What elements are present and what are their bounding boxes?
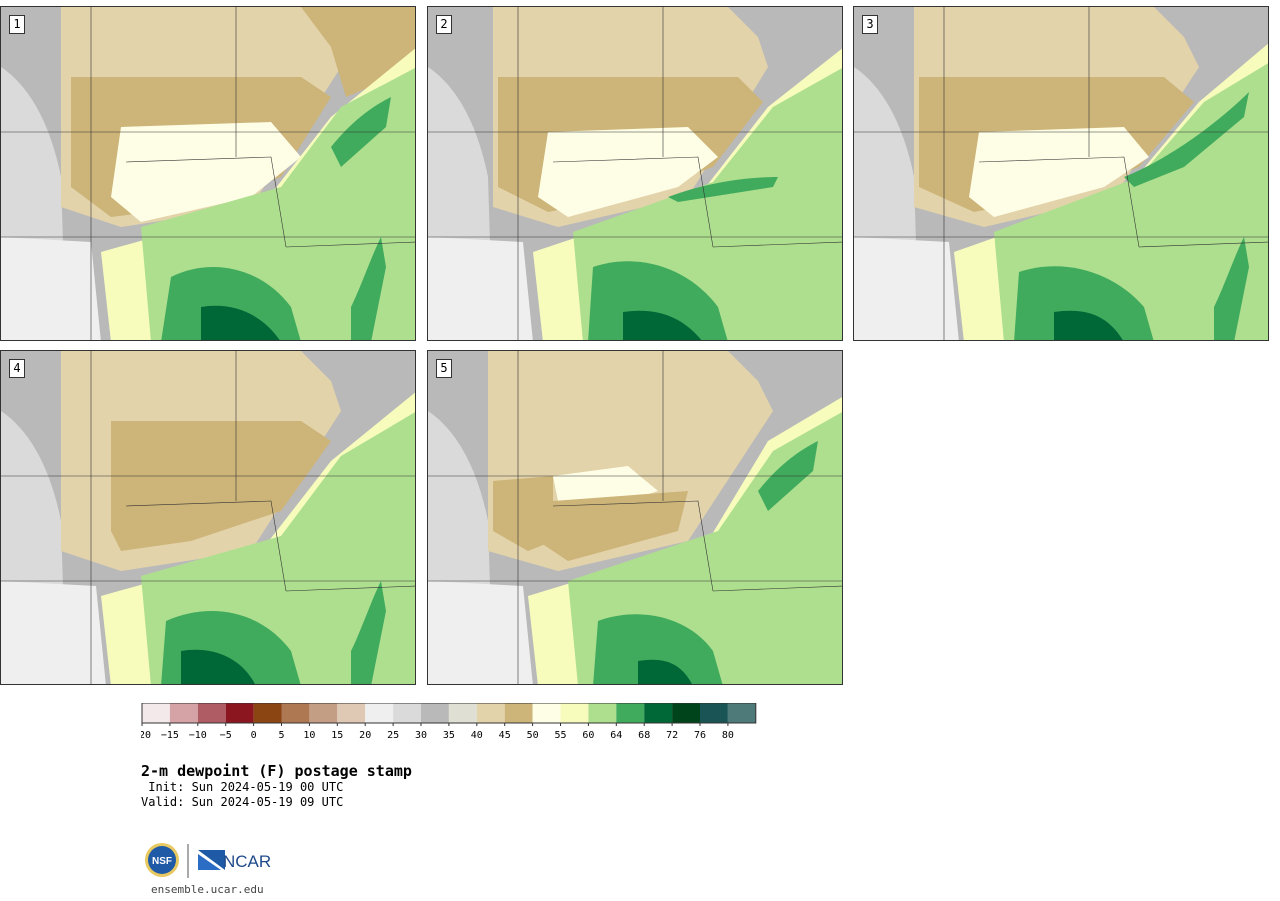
colorbar-tick-label: 60 — [582, 730, 594, 741]
colorbar-swatch — [476, 703, 505, 723]
colorbar-tick-label: 30 — [415, 730, 427, 741]
colorbar-swatch — [644, 703, 673, 723]
dewpoint-map — [1, 351, 415, 684]
nsf-logo-icon: NSF — [145, 843, 179, 877]
site-url: ensemble.ucar.edu — [151, 883, 264, 896]
ncar-logo-text: NCAR — [223, 852, 271, 871]
panel-number: 3 — [862, 15, 878, 34]
dewpoint-map — [854, 7, 1268, 340]
colorbar-swatch — [616, 703, 645, 723]
panel-number: 1 — [9, 15, 25, 34]
colorbar-tick-label: −15 — [161, 730, 179, 741]
colorbar-swatch — [532, 703, 561, 723]
colorbar-tick-label: 25 — [387, 730, 399, 741]
colorbar-swatch — [365, 703, 394, 723]
colorbar-swatch — [504, 703, 533, 723]
colorbar-swatch — [393, 703, 421, 723]
colorbar-swatch — [727, 703, 756, 723]
colorbar-swatch — [421, 703, 449, 723]
colorbar-tick-label: −20 — [141, 730, 151, 741]
map-panel-1: 1 — [0, 6, 416, 341]
colorbar-tick-label: 20 — [359, 730, 371, 741]
colorbar-tick-label: 64 — [610, 730, 622, 741]
map-panel-4: 4 — [0, 350, 416, 685]
colorbar-swatch — [225, 703, 254, 723]
map-panel-2: 2 — [427, 6, 843, 341]
colorbar-tick-label: 68 — [638, 730, 650, 741]
colorbar: −20 −15 −10 −5 0 5 10 15 20 25 30 35 40 45 50 55 60 64 68 7… — [141, 703, 757, 741]
nsf-logo-text: NSF — [152, 856, 172, 867]
colorbar-tick-label: 10 — [303, 730, 315, 741]
chart-title: 2-m dewpoint (F) postage stamp — [141, 762, 412, 780]
colorbar-swatch — [560, 703, 589, 723]
colorbar-tick-label: 5 — [278, 730, 284, 741]
colorbar-tick-label: 80 — [722, 730, 734, 741]
colorbar-swatch — [309, 703, 338, 723]
colorbar-tick-label: 15 — [331, 730, 343, 741]
colorbar-tick-label: 50 — [527, 730, 539, 741]
colorbar-swatch — [169, 703, 198, 723]
logos: NSF NCAR — [143, 842, 275, 882]
colorbar-tick-label: 45 — [499, 730, 511, 741]
colorbar-swatch — [142, 703, 170, 723]
valid-time: Valid: Sun 2024-05-19 09 UTC — [141, 795, 344, 809]
colorbar-tick-label: 76 — [694, 730, 706, 741]
init-time: Init: Sun 2024-05-19 00 UTC — [141, 780, 344, 794]
colorbar-tick-label: 72 — [666, 730, 678, 741]
colorbar-tick-label: −10 — [189, 730, 207, 741]
colorbar-tick-label: −5 — [220, 730, 232, 741]
colorbar-swatch — [281, 703, 310, 723]
map-panel-3: 3 — [853, 6, 1269, 341]
colorbar-tick-label: 40 — [471, 730, 483, 741]
dewpoint-map — [428, 7, 842, 340]
dewpoint-map — [428, 351, 842, 684]
ncar-logo-icon: NCAR — [198, 850, 271, 871]
colorbar-swatch — [448, 703, 477, 723]
panel-number: 5 — [436, 359, 452, 378]
colorbar-swatch — [337, 703, 366, 723]
panel-number: 4 — [9, 359, 25, 378]
colorbar-swatch — [253, 703, 282, 723]
panel-number: 2 — [436, 15, 452, 34]
dewpoint-map — [1, 7, 415, 340]
colorbar-tick-label: 35 — [443, 730, 455, 741]
colorbar-tick-label: 55 — [554, 730, 566, 741]
map-panel-5: 5 — [427, 350, 843, 685]
colorbar-tick-label: 0 — [251, 730, 257, 741]
colorbar-swatch — [672, 703, 700, 723]
colorbar-swatch — [700, 703, 728, 723]
colorbar-swatch — [588, 703, 617, 723]
colorbar-swatch — [197, 703, 226, 723]
